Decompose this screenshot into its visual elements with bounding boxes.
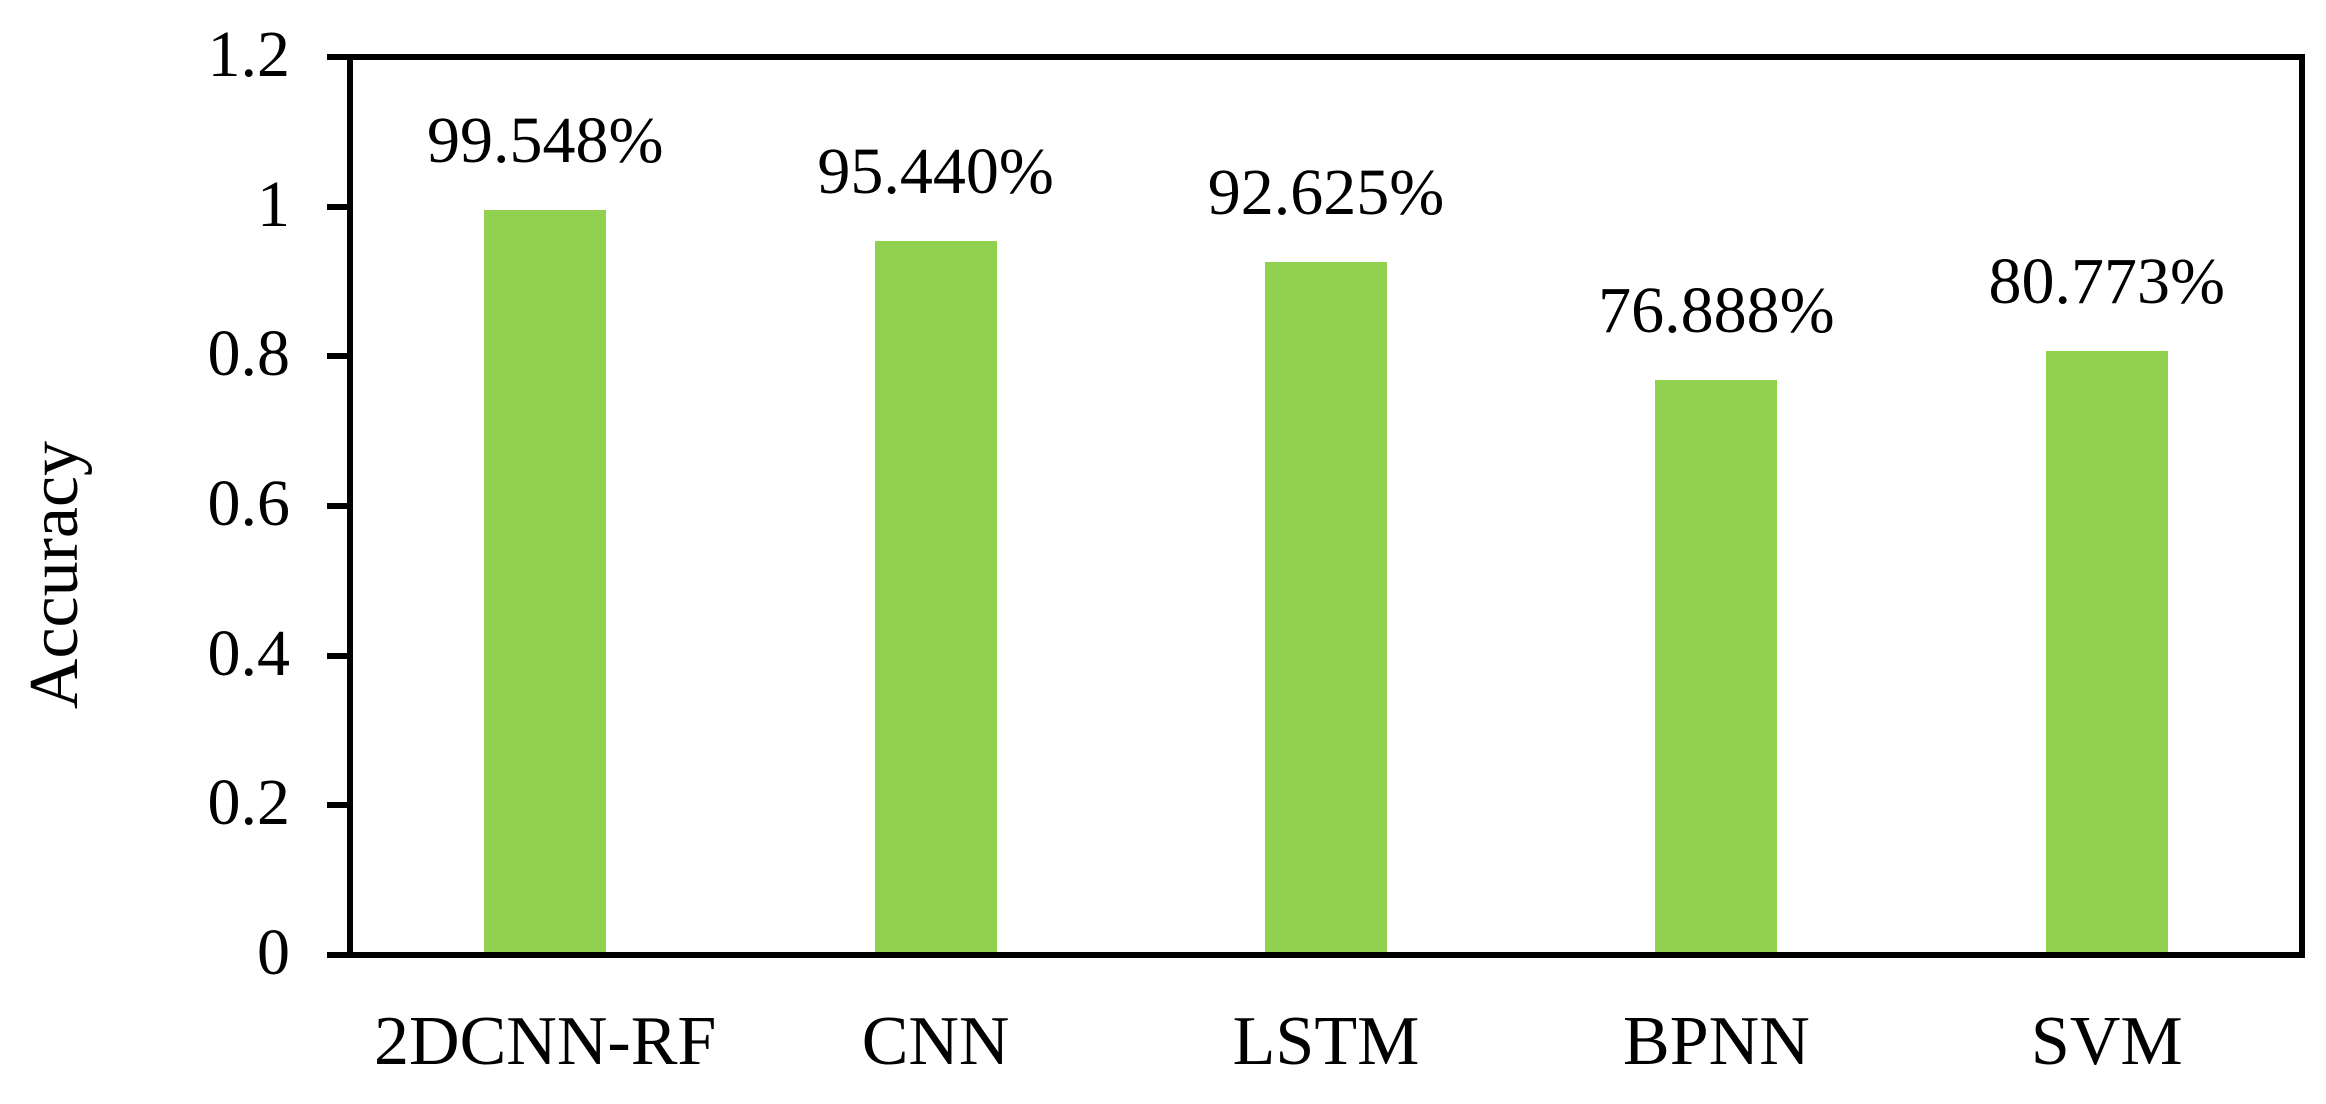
y-tick-mark [327, 952, 348, 958]
y-tick-label: 1.2 [207, 18, 291, 91]
x-category-label: BPNN [1623, 1003, 1810, 1080]
y-tick-mark [327, 54, 348, 60]
y-tick-mark [327, 503, 348, 509]
x-category-label: LSTM [1232, 1003, 1420, 1080]
y-tick-label: 1 [257, 167, 290, 241]
bar-cnn [874, 240, 997, 952]
y-tick-label: 0 [257, 916, 290, 989]
bar-value-label: 99.548% [426, 104, 664, 178]
bar-svm [2045, 350, 2168, 952]
bar-value-label: 80.773% [1988, 244, 2226, 318]
y-tick-mark [327, 652, 348, 659]
bar-2dcnn-rf [484, 210, 607, 952]
y-tick-label: 0.4 [207, 616, 291, 690]
bar-value-label: 95.440% [817, 134, 1054, 208]
x-category-label: 2DCNN-RF [374, 1003, 717, 1080]
y-tick-label: 0.6 [207, 467, 291, 540]
y-tick-label: 0.8 [207, 317, 291, 391]
bar-value-label: 76.888% [1598, 273, 1835, 347]
y-tick-mark [327, 353, 348, 360]
y-tick-label: 0.2 [207, 766, 291, 840]
y-tick-mark [327, 203, 348, 210]
x-category-label: CNN [861, 1003, 1010, 1080]
bar-value-label: 92.625% [1207, 155, 1445, 229]
bar-lstm [1265, 261, 1387, 952]
x-category-label: SVM [2030, 1003, 2183, 1080]
y-tick-mark [327, 802, 348, 809]
bar-bpnn [1655, 379, 1778, 952]
plot-area [347, 54, 2305, 958]
